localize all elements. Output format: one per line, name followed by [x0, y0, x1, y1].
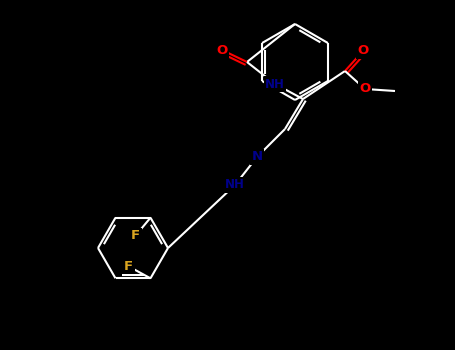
- Text: F: F: [131, 229, 140, 242]
- Text: O: O: [357, 44, 369, 57]
- Text: O: O: [359, 83, 371, 96]
- Text: NH: NH: [225, 178, 245, 191]
- Text: NH: NH: [265, 77, 285, 91]
- Text: N: N: [252, 150, 263, 163]
- Text: F: F: [124, 260, 133, 273]
- Text: O: O: [217, 43, 228, 56]
